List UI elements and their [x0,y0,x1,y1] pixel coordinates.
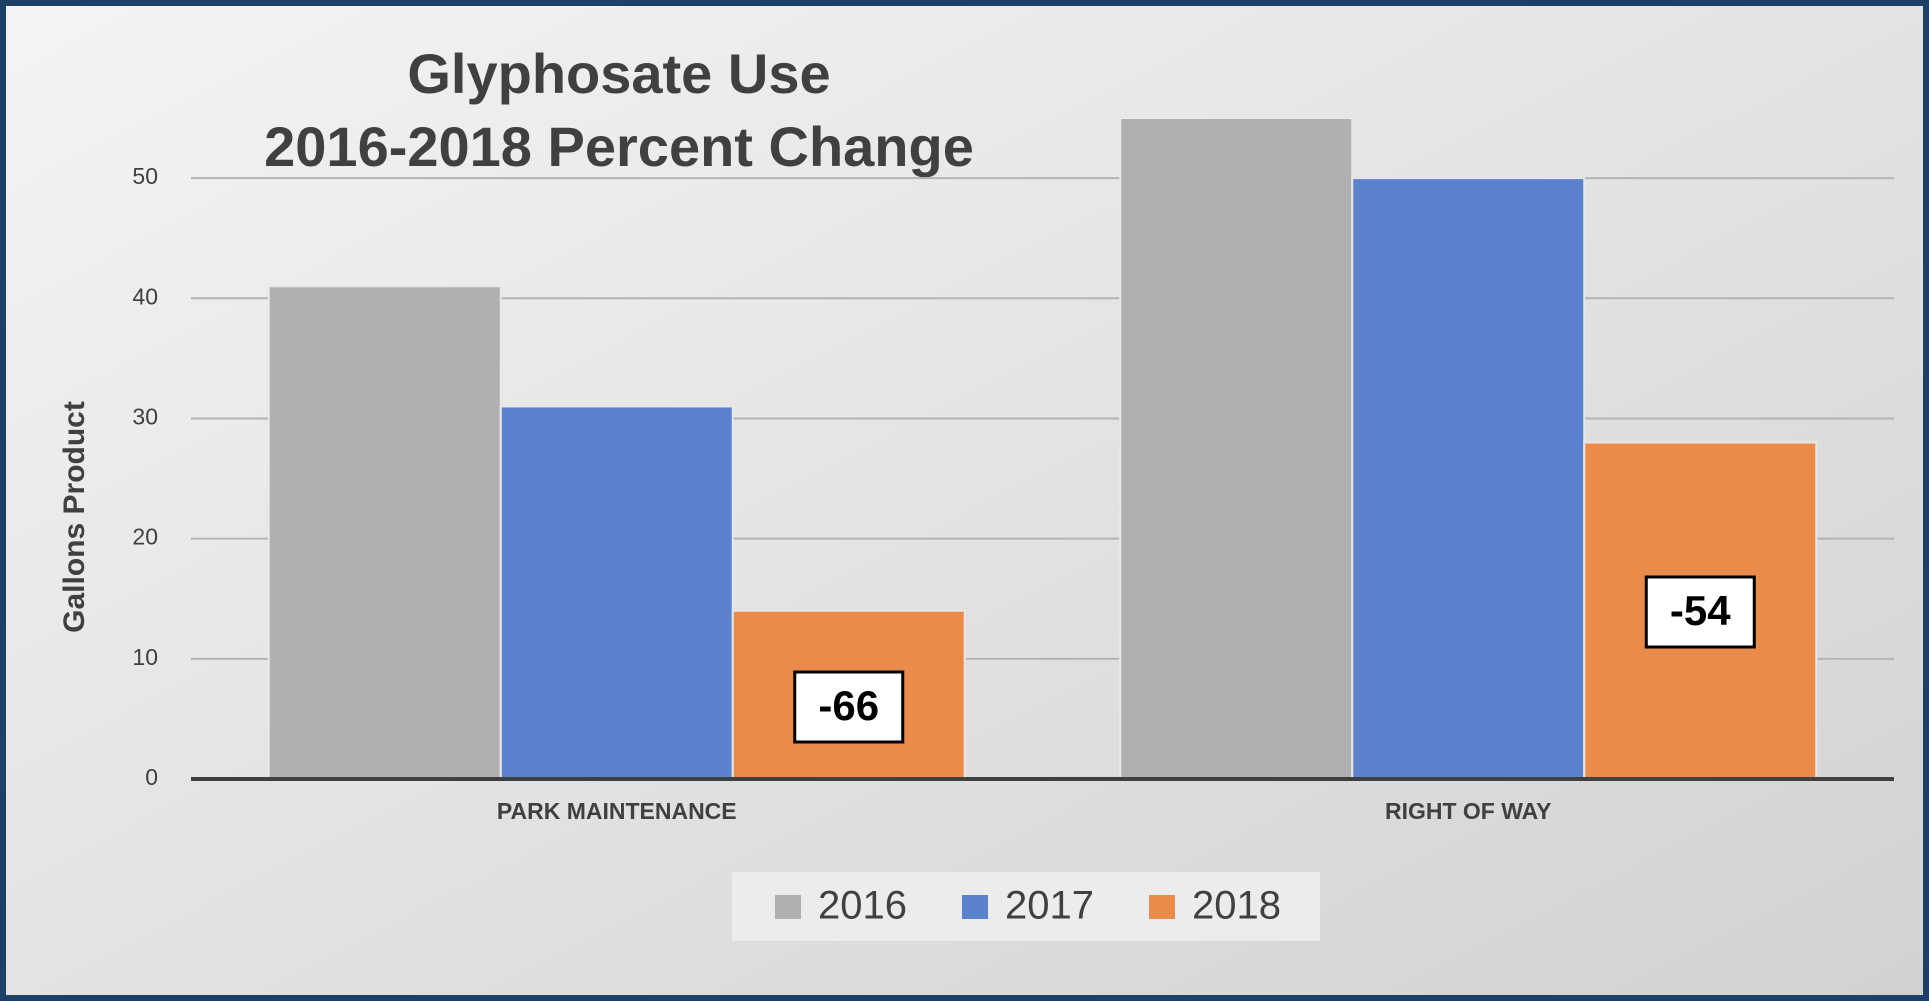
y-axis-label: Gallons Product [58,401,91,633]
legend-label: 2016 [818,884,907,928]
y-tick-label: 0 [145,764,158,790]
annotation: -66 [818,682,879,729]
x-tick-label: RIGHT OF WAY [1385,798,1552,824]
annotation-box [793,670,905,744]
legend-swatch [775,895,801,919]
bar [1351,177,1586,781]
y-tick-label: 50 [132,163,158,189]
y-tick-label: 10 [132,644,158,670]
legend-swatch [1149,895,1175,919]
x-tick-label: PARK MAINTENANCE [497,798,737,824]
annotation-box [1644,575,1756,649]
chart-title: Glyphosate Use [407,42,830,105]
y-tick-label: 30 [132,404,158,430]
bar [1119,117,1354,780]
y-tick-label: 40 [132,283,158,309]
bar [267,285,502,780]
annotation: -54 [1670,587,1731,634]
legend-label: 2018 [1192,884,1281,928]
legend-label: 2017 [1005,884,1094,928]
legend-swatch [962,895,988,919]
chart-title: 2016-2018 Percent Change [264,115,974,178]
legend [732,872,1320,941]
bar [499,405,734,780]
y-tick-label: 20 [132,524,158,550]
